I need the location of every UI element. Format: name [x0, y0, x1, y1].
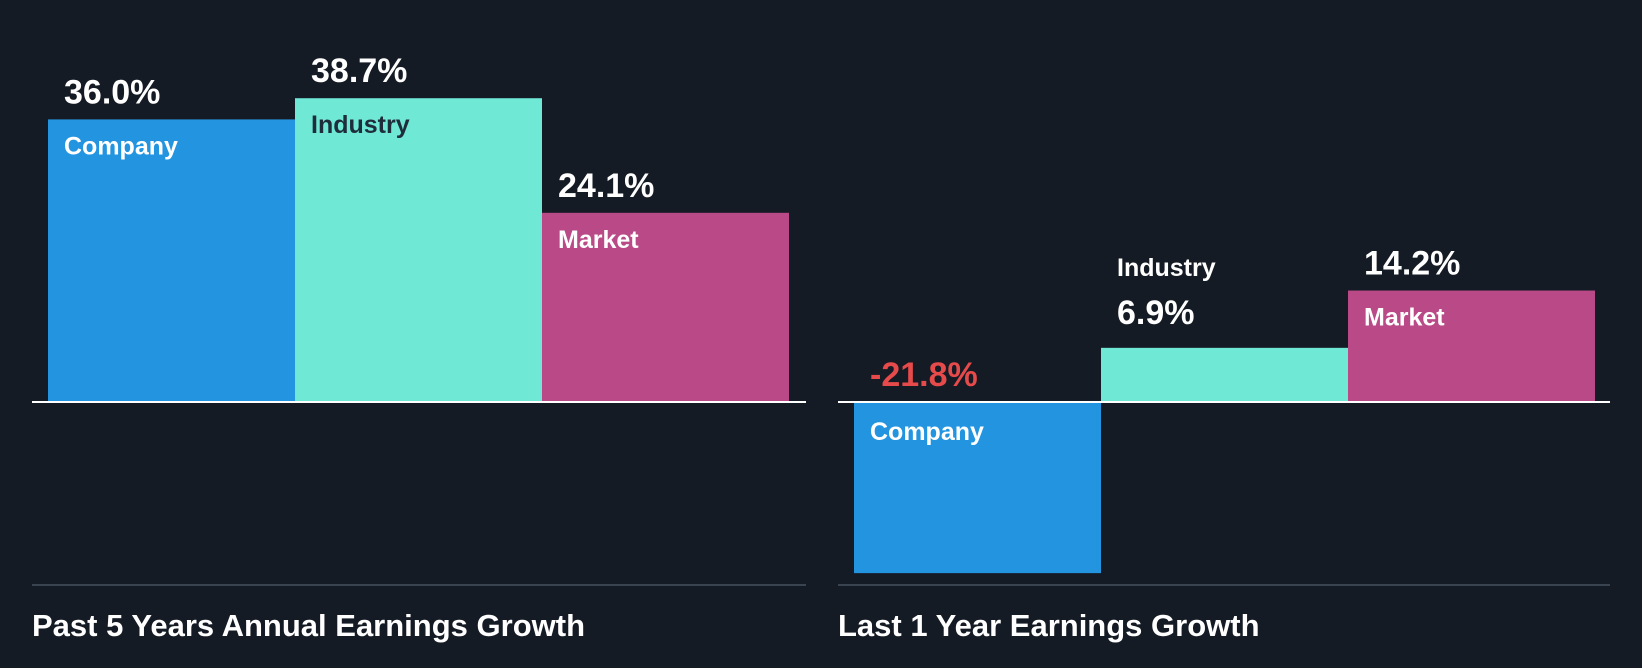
chart-title-past-5-years: Past 5 Years Annual Earnings Growth — [32, 608, 586, 643]
last-1y-company-value-label: -21.8% — [870, 356, 978, 394]
past-5y-market-bar — [542, 212, 789, 402]
last-1y-market-bar — [1348, 290, 1595, 402]
past-5y-market-value-label: 24.1% — [558, 167, 654, 205]
last-1y-industry-value-label: 6.9% — [1117, 294, 1195, 332]
last-1y-market-category-label: Market — [1364, 304, 1445, 332]
past-5y-industry-category-label: Industry — [311, 111, 410, 139]
last-1y-industry-category-label: Industry — [1117, 254, 1216, 282]
past-5y-industry-value-label: 38.7% — [311, 52, 407, 90]
last-1y-company-bar — [854, 402, 1101, 574]
last-1y-company-category-label: Company — [870, 418, 984, 446]
chart-title-last-1-year: Last 1 Year Earnings Growth — [838, 608, 1260, 643]
last-1y-market-value-label: 14.2% — [1364, 245, 1460, 283]
past-5y-market-category-label: Market — [558, 226, 639, 254]
past-5y-company-bar — [48, 119, 295, 403]
past-5y-company-value-label: 36.0% — [64, 73, 160, 111]
last-1y-industry-bar — [1101, 347, 1348, 402]
past-5y-company-category-label: Company — [64, 132, 178, 160]
past-5y-industry-bar — [295, 98, 542, 402]
